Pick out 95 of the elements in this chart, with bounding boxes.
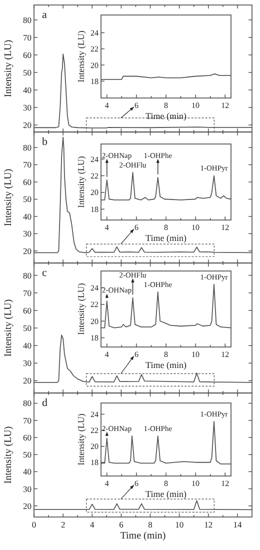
x-axis-title: Time (min): [146, 489, 186, 499]
line-series: [100, 284, 232, 328]
chart-title: c: [42, 267, 47, 279]
y-tick-label: 30: [23, 102, 32, 112]
y-tick-label: 80: [23, 14, 32, 25]
y-tick-label: 24: [90, 410, 98, 420]
x-tick-label: 4: [104, 350, 109, 359]
x-tick-label: 12: [221, 350, 230, 359]
x-axis-title: Time (min): [146, 233, 186, 243]
y-tick-label: 70: [23, 288, 32, 298]
x-tick-label: 8: [164, 101, 168, 110]
y-tick-label: 20: [23, 120, 32, 130]
y-tick-label: 80: [23, 142, 32, 152]
y-tick-label: 22: [90, 172, 98, 181]
y-axis-title: Intensity (LU): [76, 30, 86, 82]
x-tick-label: 6: [134, 350, 138, 359]
y-tick-label: 60: [23, 432, 32, 442]
y-tick-label: 24: [90, 28, 98, 38]
line-series: [34, 334, 252, 383]
x-tick-label: 12: [204, 520, 213, 530]
y-tick-label: 20: [90, 442, 98, 452]
x-axis-title: Time (min): [146, 360, 186, 370]
chart-title: d: [42, 397, 48, 409]
y-axis-title: Intensity (LU): [3, 299, 14, 357]
y-tick-label: 30: [23, 228, 32, 239]
y-tick-label: 70: [23, 415, 32, 426]
y-axis-title: Intensity (LU): [3, 40, 14, 98]
y-tick-label: 24: [90, 154, 98, 164]
x-tick-label: 4: [104, 479, 109, 488]
y-tick-label: 80: [23, 398, 32, 408]
line-series: [100, 421, 232, 464]
y-tick-label: 30: [23, 484, 32, 494]
x-tick-label: 8: [164, 350, 168, 359]
y-tick-label: 20: [90, 188, 98, 198]
y-tick-label: 50: [23, 322, 32, 333]
y-tick-label: 18: [90, 76, 98, 86]
y-tick-label: 40: [23, 211, 32, 222]
x-tick-label: 12: [221, 101, 230, 110]
line-series: [34, 136, 252, 254]
y-axis-title: Intensity (LU): [76, 283, 86, 335]
x-tick-label: 10: [192, 101, 200, 110]
y-tick-label: 70: [23, 160, 32, 170]
y-tick-label: 20: [23, 500, 32, 511]
x-tick-label: 6: [119, 520, 124, 530]
y-tick-label: 20: [90, 60, 98, 70]
x-axis-title: Time (min): [120, 530, 166, 542]
x-tick-label: 0: [32, 520, 36, 530]
y-axis-title: Intensity (LU): [3, 426, 14, 484]
y-tick-label: 50: [23, 450, 32, 460]
y-tick-label: 30: [23, 358, 32, 368]
y-tick-label: 20: [23, 376, 32, 386]
x-tick-label: 10: [175, 520, 184, 530]
y-tick-label: 20: [23, 246, 32, 256]
x-tick-label: 8: [148, 520, 152, 530]
x-tick-label: 8: [164, 223, 168, 232]
y-tick-label: 60: [23, 305, 32, 316]
y-tick-label: 24: [90, 284, 98, 293]
x-tick-label: 8: [164, 479, 168, 488]
y-tick-label: 60: [23, 50, 32, 60]
x-tick-label: 12: [221, 223, 230, 232]
x-tick-label: 6: [134, 101, 138, 110]
y-tick-label: 70: [23, 32, 32, 42]
y-tick-label: 22: [90, 44, 98, 54]
x-tick-label: 6: [134, 223, 138, 232]
y-tick-label: 80: [23, 270, 32, 280]
x-tick-label: 2: [60, 520, 66, 530]
y-tick-label: 50: [23, 67, 32, 78]
y-tick-label: 18: [90, 458, 98, 468]
y-axis-title: Intensity (LU): [76, 156, 86, 208]
x-tick-label: 4: [90, 520, 96, 530]
y-tick-label: 18: [90, 334, 98, 343]
x-tick-label: 4: [104, 223, 109, 232]
x-tick-label: 6: [134, 479, 138, 488]
y-tick-label: 22: [90, 426, 98, 436]
y-tick-label: 40: [23, 84, 32, 95]
chart-title: a: [42, 9, 47, 21]
line-series: [34, 500, 252, 510]
y-tick-label: 40: [23, 466, 32, 477]
x-tick-label: 12: [221, 479, 230, 488]
y-axis-title: Intensity (LU): [3, 168, 14, 226]
x-axis-title: Time (min): [146, 111, 186, 121]
y-axis-title: Intensity (LU): [76, 414, 86, 466]
y-tick-label: 40: [23, 340, 32, 351]
y-tick-label: 18: [90, 204, 98, 214]
x-tick-label: 10: [192, 223, 200, 232]
y-tick-label: 60: [23, 176, 32, 187]
chart-title: b: [42, 136, 48, 148]
x-tick-label: 4: [104, 101, 109, 110]
y-tick-label: 50: [23, 194, 32, 204]
y-tick-label: 22: [90, 300, 98, 310]
x-tick-label: 10: [192, 479, 200, 488]
x-tick-label: 14: [233, 520, 242, 530]
y-tick-label: 20: [90, 316, 98, 326]
x-tick-label: 10: [192, 350, 200, 359]
line-series: [100, 172, 232, 200]
